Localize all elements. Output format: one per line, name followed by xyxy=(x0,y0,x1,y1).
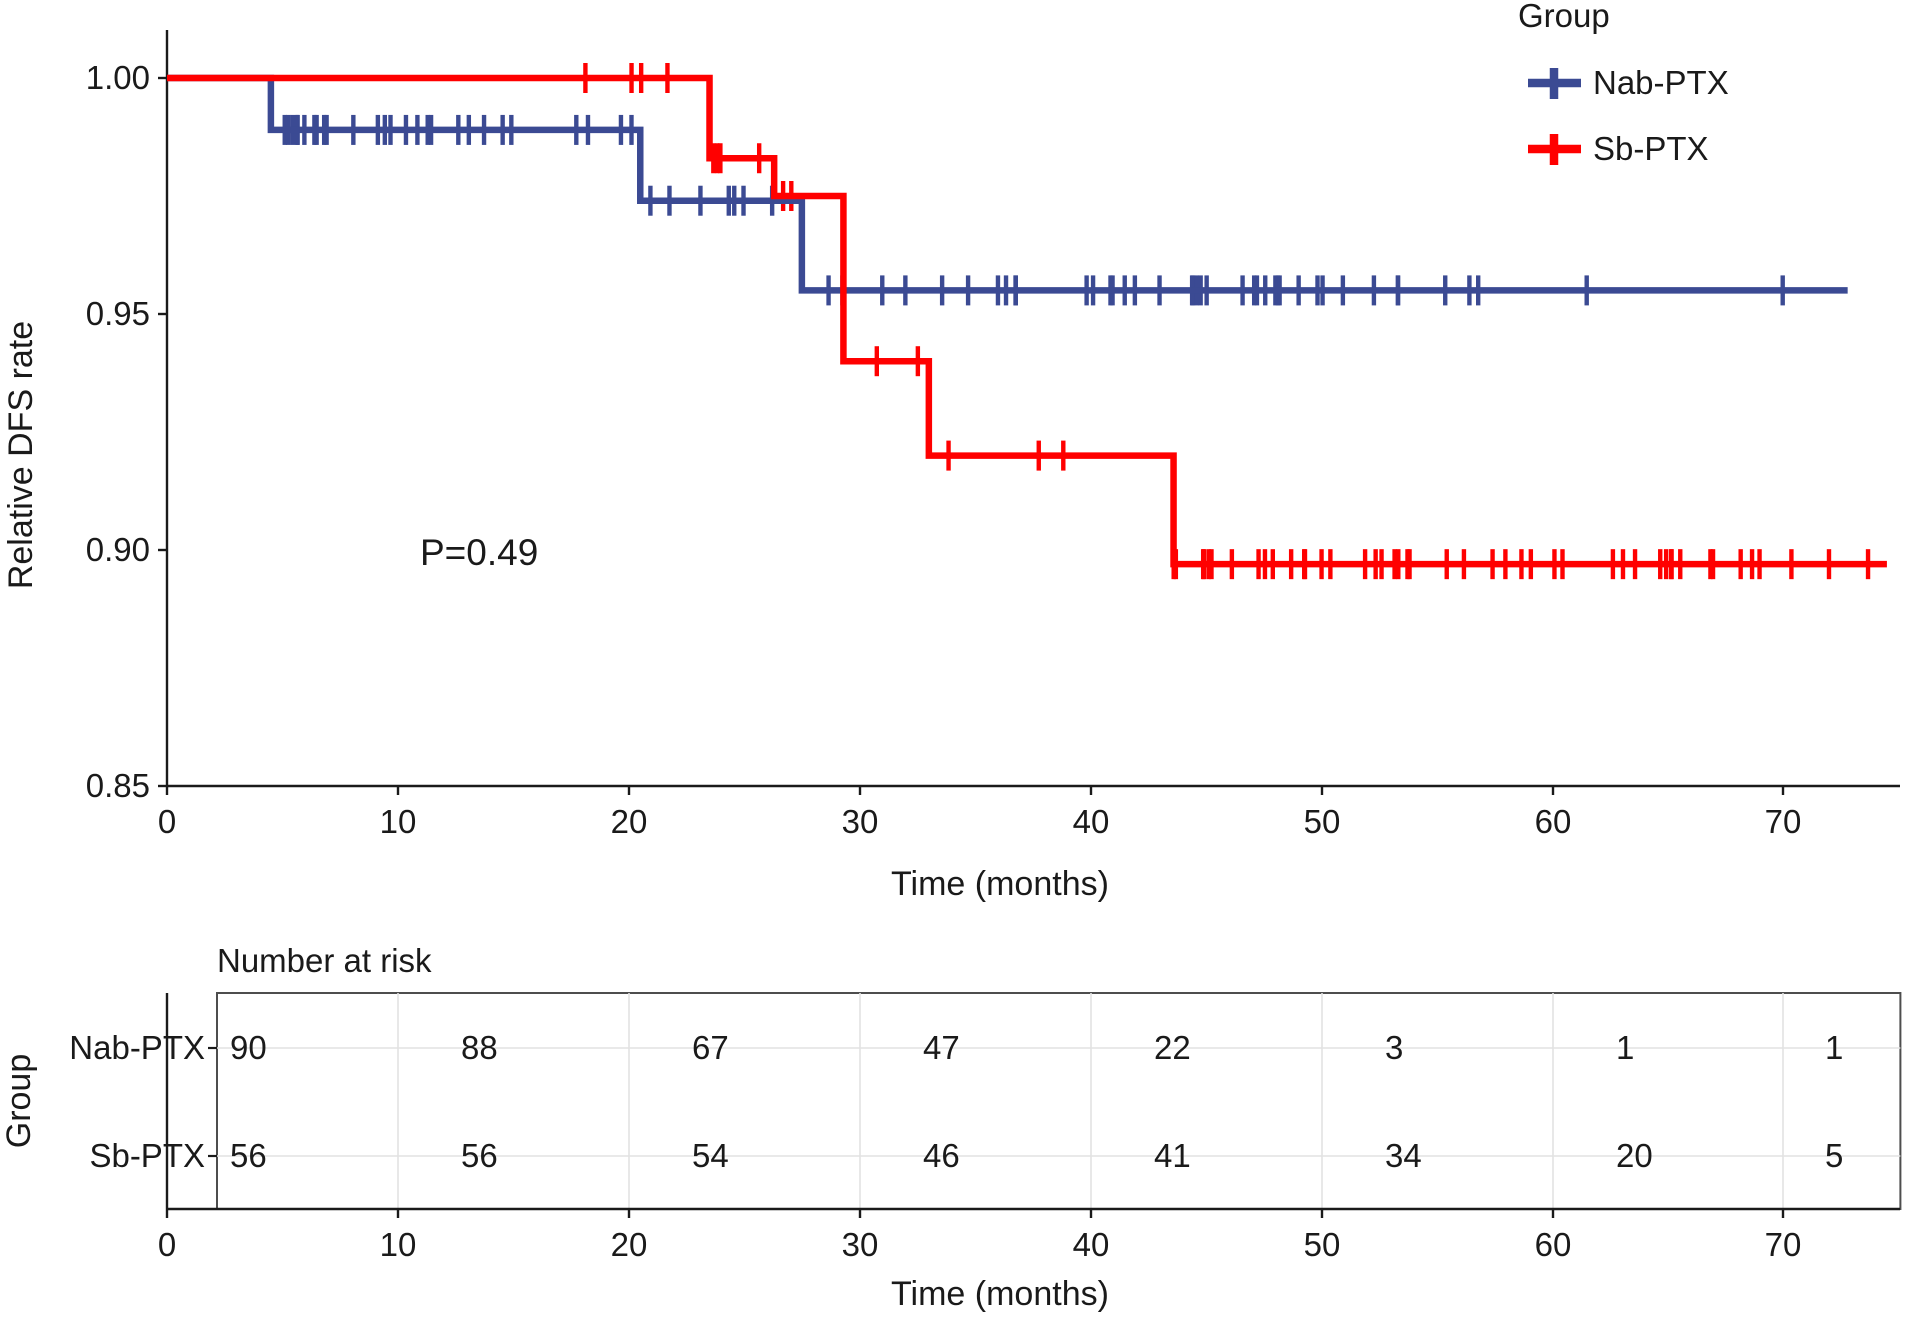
svg-text:P=0.49: P=0.49 xyxy=(420,532,538,573)
svg-text:20: 20 xyxy=(611,803,648,840)
svg-text:Group: Group xyxy=(0,1054,38,1149)
svg-text:Group: Group xyxy=(1518,0,1610,34)
svg-text:10: 10 xyxy=(380,803,417,840)
svg-text:56: 56 xyxy=(461,1137,498,1174)
svg-text:0.95: 0.95 xyxy=(86,295,150,332)
svg-text:41: 41 xyxy=(1154,1137,1191,1174)
svg-text:50: 50 xyxy=(1304,1226,1341,1263)
svg-text:70: 70 xyxy=(1765,803,1802,840)
svg-text:Nab-PTX: Nab-PTX xyxy=(69,1029,205,1066)
svg-text:5: 5 xyxy=(1825,1137,1843,1174)
svg-text:90: 90 xyxy=(230,1029,267,1066)
svg-text:22: 22 xyxy=(1154,1029,1191,1066)
svg-text:40: 40 xyxy=(1073,803,1110,840)
svg-text:0: 0 xyxy=(158,803,176,840)
svg-text:Nab-PTX: Nab-PTX xyxy=(1593,64,1729,101)
svg-text:0: 0 xyxy=(158,1226,176,1263)
svg-text:0.85: 0.85 xyxy=(86,767,150,804)
svg-text:40: 40 xyxy=(1073,1226,1110,1263)
svg-text:47: 47 xyxy=(923,1029,960,1066)
svg-text:54: 54 xyxy=(692,1137,729,1174)
svg-text:46: 46 xyxy=(923,1137,960,1174)
svg-text:56: 56 xyxy=(230,1137,267,1174)
svg-text:50: 50 xyxy=(1304,803,1341,840)
svg-text:30: 30 xyxy=(842,1226,879,1263)
svg-text:20: 20 xyxy=(1616,1137,1653,1174)
svg-text:Relative DFS rate: Relative DFS rate xyxy=(2,321,40,589)
svg-text:70: 70 xyxy=(1765,1226,1802,1263)
svg-text:60: 60 xyxy=(1535,1226,1572,1263)
svg-text:30: 30 xyxy=(842,803,879,840)
svg-text:1: 1 xyxy=(1825,1029,1843,1066)
svg-text:60: 60 xyxy=(1535,803,1572,840)
svg-text:Number at risk: Number at risk xyxy=(217,942,432,979)
svg-text:1: 1 xyxy=(1616,1029,1634,1066)
svg-text:Sb-PTX: Sb-PTX xyxy=(89,1137,205,1174)
svg-text:34: 34 xyxy=(1385,1137,1422,1174)
svg-text:88: 88 xyxy=(461,1029,498,1066)
svg-text:10: 10 xyxy=(380,1226,417,1263)
svg-text:Time (months): Time (months) xyxy=(891,865,1109,903)
svg-text:20: 20 xyxy=(611,1226,648,1263)
svg-text:3: 3 xyxy=(1385,1029,1403,1066)
svg-text:Time (months): Time (months) xyxy=(891,1275,1109,1313)
svg-text:1.00: 1.00 xyxy=(86,59,150,96)
svg-text:67: 67 xyxy=(692,1029,729,1066)
svg-text:0.90: 0.90 xyxy=(86,531,150,568)
svg-text:Sb-PTX: Sb-PTX xyxy=(1593,130,1709,167)
